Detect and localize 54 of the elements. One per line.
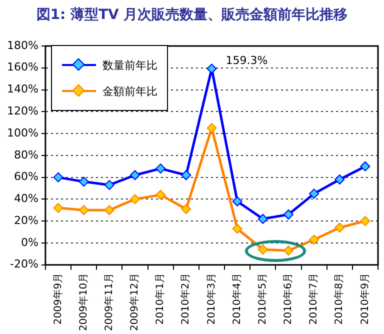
x-tick-label: 2010年1月 — [154, 272, 166, 325]
y-tick-label: 120% — [6, 104, 38, 118]
y-tick-label: 100% — [6, 126, 38, 140]
point — [334, 222, 345, 233]
y-tick-label: 40% — [14, 192, 38, 206]
y-tick-label: 0% — [20, 236, 38, 249]
y-tick-label: 140% — [6, 82, 38, 96]
point — [360, 216, 370, 226]
y-tick-label: 160% — [6, 60, 38, 74]
x-tick-label: 2009年11月 — [102, 272, 115, 332]
point — [130, 170, 140, 180]
y-tick-label: -20% — [10, 258, 38, 271]
point — [156, 190, 166, 200]
point — [206, 123, 217, 134]
point — [360, 161, 370, 172]
x-tick-label: 2009年9月 — [52, 272, 64, 325]
y-tick-label: 180% — [6, 38, 38, 52]
point — [181, 170, 192, 180]
point — [283, 246, 294, 256]
point — [232, 224, 242, 234]
point — [232, 196, 242, 206]
point — [104, 180, 114, 190]
point — [334, 174, 345, 184]
y-tick-label: 80% — [14, 148, 38, 162]
point — [130, 194, 140, 204]
x-tick-label: 2010年9月 — [358, 272, 371, 325]
x-tick-label: 2009年12月 — [128, 272, 141, 332]
point — [156, 164, 166, 174]
x-tick-label: 2010年4月 — [230, 272, 243, 325]
x-tick-label: 2010年3月 — [205, 272, 218, 325]
point — [309, 234, 320, 245]
legend-label: 金額前年比 — [102, 84, 158, 98]
point — [181, 204, 192, 214]
x-tick-label: 2009年10月 — [77, 272, 90, 332]
point — [78, 205, 89, 216]
legend-label: 数量前年比 — [102, 58, 158, 72]
x-tick-label: 2010年7月 — [308, 272, 320, 325]
x-tick-label: 2010年2月 — [180, 272, 192, 325]
y-tick-label: 60% — [14, 170, 38, 184]
x-tick-label: 2010年8月 — [333, 272, 346, 325]
point — [53, 172, 64, 182]
x-tick-label: 2010年6月 — [282, 272, 294, 325]
point — [206, 64, 217, 74]
point — [104, 205, 114, 216]
y-tick-label: 20% — [14, 214, 38, 227]
point — [78, 176, 89, 187]
point — [258, 244, 268, 255]
chart-title: 図1: 薄型TV 月次販売数量、販売金額前年比推移 — [35, 6, 349, 24]
point — [283, 209, 294, 220]
data-label: 159.3% — [226, 54, 268, 68]
x-tick-label: 2010年5月 — [256, 272, 268, 325]
point — [258, 214, 268, 224]
point — [53, 202, 64, 213]
point — [309, 188, 320, 199]
